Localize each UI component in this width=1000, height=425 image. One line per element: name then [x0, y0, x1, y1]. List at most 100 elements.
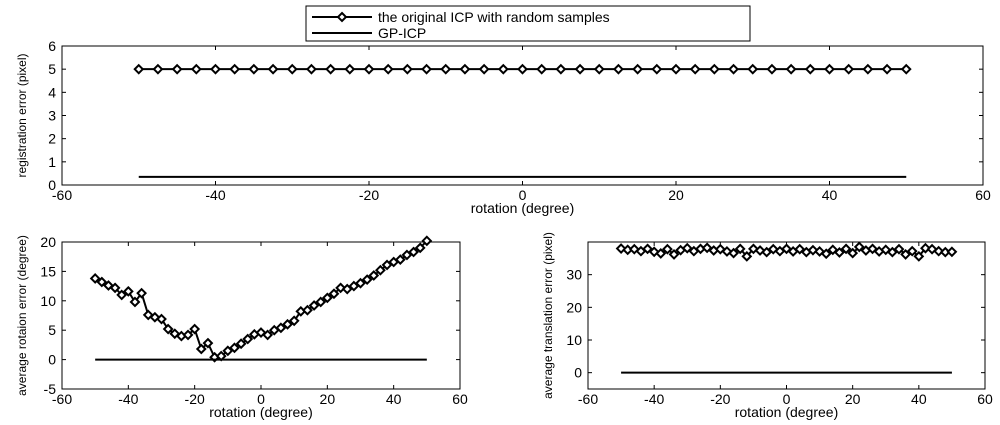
y-tick-label: 10: [40, 293, 56, 309]
x-tick-label: -60: [52, 187, 72, 203]
data-point: [881, 63, 893, 75]
data-point: [116, 289, 128, 301]
data-point: [734, 243, 746, 255]
data-point: [368, 270, 380, 281]
data-point: [459, 63, 471, 75]
data-point: [766, 63, 778, 75]
data-point: [122, 285, 134, 297]
data-point: [708, 63, 720, 75]
x-tick-label: 20: [668, 187, 684, 203]
data-point: [321, 292, 333, 304]
data-point: [382, 63, 394, 75]
data-point: [497, 63, 509, 75]
data-point: [89, 273, 101, 284]
data-point: [834, 247, 845, 258]
data-point: [728, 247, 739, 259]
data-point: [129, 296, 141, 308]
x-tick-label: 60: [977, 391, 993, 407]
data-point: [182, 329, 194, 341]
x-tick-label: -60: [52, 391, 72, 407]
y-tick-label: 10: [566, 332, 582, 348]
data-point: [381, 259, 393, 271]
data-point: [900, 63, 912, 75]
data-point: [355, 277, 366, 289]
data-point: [222, 345, 234, 357]
x-tick-label: 0: [519, 187, 527, 203]
data-point: [315, 296, 327, 308]
legend-entry-icp: the original ICP with random samples: [378, 9, 610, 25]
data-point: [670, 63, 682, 75]
data-point: [189, 323, 201, 335]
y-tick-label: 0: [48, 352, 56, 368]
x-axis-label: rotation (degree): [735, 404, 839, 420]
data-point: [843, 63, 855, 75]
y-tick-label: 5: [48, 322, 56, 338]
data-point: [536, 63, 548, 75]
data-point: [747, 63, 759, 75]
data-point: [394, 254, 406, 266]
x-tick-label: 0: [257, 391, 265, 407]
x-tick-label: -40: [644, 391, 664, 407]
data-point: [804, 63, 816, 75]
series-line-icp: [94, 240, 428, 359]
data-point: [421, 63, 432, 75]
data-point: [229, 342, 240, 354]
data-point: [401, 249, 413, 261]
data-point: [593, 63, 605, 75]
data-point: [282, 318, 293, 330]
data-point: [893, 243, 905, 255]
x-tick-label: -20: [710, 391, 730, 407]
data-point: [655, 248, 667, 259]
data-point: [728, 63, 739, 75]
data-point: [162, 323, 174, 335]
data-point: [335, 282, 347, 294]
x-tick-label: 40: [911, 391, 927, 407]
y-tick-label: 6: [48, 38, 56, 54]
data-point: [517, 63, 528, 75]
y-tick-label: 3: [48, 108, 56, 124]
x-axis-label: rotation (degree): [209, 404, 313, 420]
data-point: [761, 246, 773, 258]
data-point: [242, 333, 254, 345]
x-tick-label: -60: [578, 391, 598, 407]
data-point: [862, 63, 874, 75]
data-point: [421, 235, 433, 247]
x-tick-label: 20: [320, 391, 336, 407]
data-point: [288, 315, 300, 327]
data-point: [574, 63, 586, 75]
data-point: [344, 63, 356, 75]
data-point: [190, 63, 202, 75]
data-point: [96, 276, 108, 288]
data-point: [632, 63, 644, 75]
plot-frame: [587, 241, 986, 390]
y-tick-label: 2: [48, 131, 56, 147]
chart-registration: -60 -40 -20 0 20 40 60 0 1 2 3 4 5 6 rotation (degree)…: [15, 38, 991, 216]
data-point: [689, 63, 701, 75]
x-tick-label: -20: [185, 391, 205, 407]
data-point: [401, 63, 413, 75]
data-point: [374, 264, 386, 276]
x-tick-label: 60: [452, 391, 468, 407]
data-point: [900, 248, 912, 260]
data-point: [824, 63, 835, 75]
data-point: [325, 63, 337, 75]
data-point: [794, 243, 806, 255]
data-point: [478, 63, 490, 75]
y-tick-label: 30: [566, 267, 582, 283]
y-tick-label: 4: [48, 84, 56, 100]
data-point: [210, 63, 221, 75]
data-point: [195, 343, 207, 355]
data-point: [933, 245, 945, 257]
data-point: [847, 247, 859, 259]
data-point: [642, 243, 653, 255]
data-point: [661, 243, 673, 255]
x-tick-label: 60: [975, 187, 991, 203]
data-point: [741, 250, 753, 262]
data-point: [275, 322, 287, 334]
legend-entry-gp-icp: GP-ICP: [378, 25, 426, 41]
data-point: [348, 280, 360, 292]
data-point: [363, 63, 375, 75]
data-point: [840, 243, 852, 255]
data-point: [341, 283, 353, 295]
